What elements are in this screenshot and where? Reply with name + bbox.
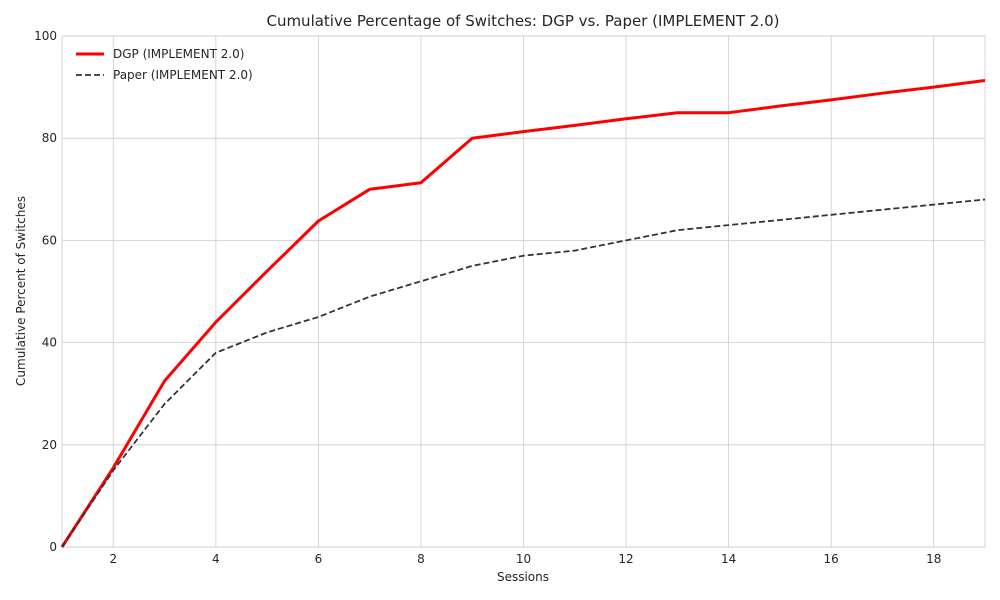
y-tick-label: 60 bbox=[42, 233, 57, 247]
x-tick-label: 10 bbox=[516, 552, 531, 566]
paper-series-line bbox=[61, 198, 986, 548]
x-tick-label: 8 bbox=[417, 552, 425, 566]
y-tick-label: 0 bbox=[49, 540, 57, 554]
x-tick-label: 6 bbox=[315, 552, 323, 566]
y-tick-label: 20 bbox=[42, 438, 57, 452]
x-tick-label: 18 bbox=[926, 552, 941, 566]
legend: DGP (IMPLEMENT 2.0) Paper (IMPLEMENT 2.0… bbox=[76, 47, 253, 82]
x-tick-label: 12 bbox=[618, 552, 633, 566]
legend-label-dgp: DGP (IMPLEMENT 2.0) bbox=[113, 47, 245, 61]
legend-label-paper: Paper (IMPLEMENT 2.0) bbox=[113, 68, 253, 82]
chart-title: Cumulative Percentage of Switches: DGP v… bbox=[266, 12, 779, 30]
x-tick-labels: 2 4 6 8 10 12 14 16 18 bbox=[109, 552, 941, 566]
y-tick-label: 80 bbox=[42, 131, 57, 145]
x-tick-label: 14 bbox=[721, 552, 736, 566]
x-tick-label: 4 bbox=[212, 552, 220, 566]
y-tick-label: 100 bbox=[34, 29, 57, 43]
y-axis-label: Cumulative Percent of Switches bbox=[14, 196, 28, 386]
x-axis-label: Sessions bbox=[497, 570, 549, 584]
x-tick-label: 2 bbox=[109, 552, 117, 566]
y-tick-label: 40 bbox=[42, 336, 57, 350]
y-tick-labels: 0 20 40 60 80 100 bbox=[34, 29, 57, 554]
x-tick-label: 16 bbox=[824, 552, 839, 566]
plot-frame bbox=[61, 35, 986, 548]
series-lines bbox=[60, 79, 986, 548]
dgp-series-line bbox=[60, 79, 986, 548]
gridlines bbox=[61, 35, 986, 548]
